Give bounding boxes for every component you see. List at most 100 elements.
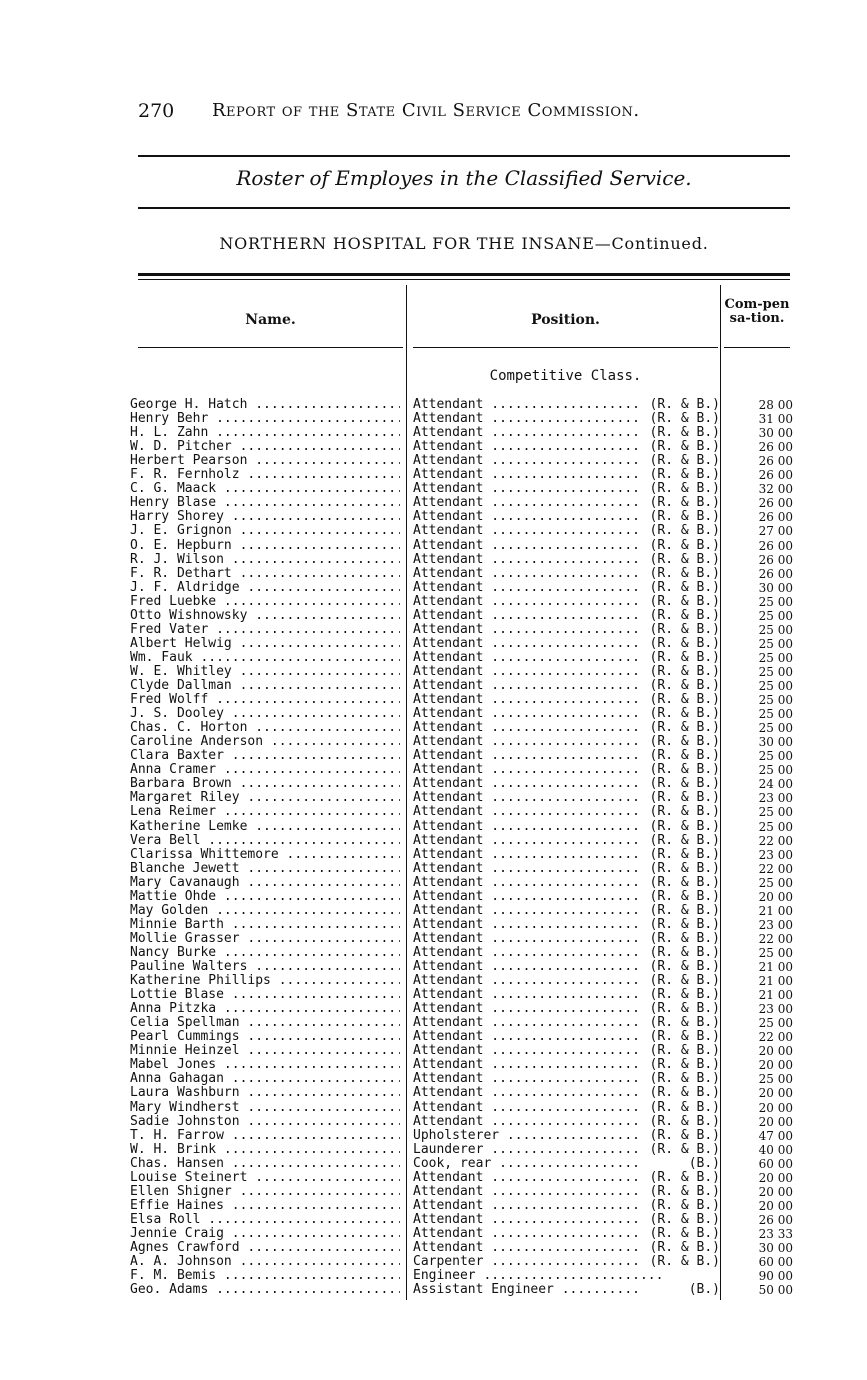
employee-name: Jennie Craig — [130, 1227, 400, 1241]
table-row: Vera Bell Attendant(R. & B.) 22 00 — [130, 833, 795, 848]
compensation: 26 00 — [758, 538, 793, 553]
table-row: H. L. Zahn Attendant(R. & B.) 30 00 — [130, 426, 795, 441]
compensation: 20 00 — [758, 1100, 793, 1115]
position: Attendant — [413, 1030, 663, 1044]
position: Attendant — [413, 524, 663, 538]
table-row: Harry Shorey Attendant(R. & B.) 26 00 — [130, 510, 795, 525]
employee-name: Fred Vater — [130, 623, 400, 637]
column-divider — [720, 285, 721, 1300]
board-status: (R. & B.) — [638, 538, 720, 553]
table-row: J. E. Grignon Attendant(R. & B.) 27 00 — [130, 524, 795, 539]
board-status: (B.) — [638, 1156, 720, 1171]
board-status: (R. & B.) — [638, 721, 720, 736]
compensation: 25 00 — [758, 664, 793, 679]
position: Attendant — [413, 510, 663, 524]
column-header-name: Name. — [245, 312, 296, 328]
table-row: Agnes Crawford Attendant(R. & B.) 30 00 — [130, 1241, 795, 1255]
table-row: Effie Haines Attendant(R. & B.) 20 00 — [130, 1198, 795, 1213]
compensation: 20 00 — [758, 1058, 793, 1073]
position: Attendant — [413, 1213, 663, 1227]
position: Attendant — [413, 440, 663, 454]
compensation: 25 00 — [758, 805, 793, 820]
table-row: Barbara Brown Attendant(R. & B.) 24 00 — [130, 777, 795, 792]
compensation: 23 33 — [758, 1226, 793, 1241]
rule — [138, 279, 790, 280]
board-status: (R. & B.) — [638, 1002, 720, 1017]
employee-name: Clyde Dallman — [130, 679, 400, 693]
compensation: 22 00 — [758, 861, 793, 876]
position: Attendant — [413, 960, 663, 974]
board-status: (R. & B.) — [638, 749, 720, 764]
board-status: (R. & B.) — [638, 889, 720, 904]
position: Attendant — [413, 862, 663, 876]
table-row: W. D. Pitcher Attendant(R. & B.) 26 00 — [130, 440, 795, 455]
employee-name: Pauline Walters — [130, 960, 400, 974]
board-status: (R. & B.) — [638, 805, 720, 820]
running-title: Report of the State Civil Service Commis… — [212, 100, 640, 121]
employee-name: Anna Gahagan — [130, 1072, 400, 1086]
employee-name: George H. Hatch — [130, 398, 400, 412]
compensation: 47 00 — [758, 1128, 793, 1143]
employee-name: Clarissa Whittemore — [130, 848, 400, 862]
board-status: (R. & B.) — [638, 1241, 720, 1255]
employee-name: Geo. Adams — [130, 1283, 400, 1297]
table-row: Fred Vater Attendant(R. & B.) 25 00 — [130, 622, 795, 637]
employee-name: Mattie Ohde — [130, 890, 400, 904]
position: Attendant — [413, 876, 663, 890]
board-status: (R. & B.) — [638, 636, 720, 651]
position: Attendant — [413, 539, 663, 553]
table-row: Louise Steinert Attendant(R. & B.) 20 00 — [130, 1170, 795, 1185]
board-status: (R. & B.) — [638, 1212, 720, 1227]
board-status: (R. & B.) — [638, 1044, 720, 1059]
employee-name: Vera Bell — [130, 834, 400, 848]
employee-name: H. L. Zahn — [130, 426, 400, 440]
position: Attendant — [413, 721, 663, 735]
employee-name: Minnie Barth — [130, 918, 400, 932]
compensation: 40 00 — [758, 1142, 793, 1157]
employee-name: Agnes Crawford — [130, 1241, 400, 1255]
table-row: R. J. Wilson Attendant(R. & B.) 26 00 — [130, 552, 795, 567]
position: Attendant — [413, 735, 663, 749]
table-row: Sadie Johnston Attendant(R. & B.) 20 00 — [130, 1114, 795, 1129]
position: Attendant — [413, 904, 663, 918]
table-row: Chas. C. Horton Attendant(R. & B.) 25 00 — [130, 721, 795, 736]
compensation: 25 00 — [758, 693, 793, 708]
table-row: Caroline Anderson Attendant(R. & B.) 30 00 — [130, 735, 795, 750]
employee-name: W. E. Whitley — [130, 665, 400, 679]
position: Attendant — [413, 1199, 663, 1213]
compensation: 25 00 — [758, 721, 793, 736]
compensation: 24 00 — [758, 777, 793, 792]
board-status: (R. & B.) — [638, 608, 720, 623]
compensation: 25 00 — [758, 650, 793, 665]
table-row: F. R. Dethart Attendant(R. & B.) 26 00 — [130, 566, 795, 581]
employee-name: Margaret Riley — [130, 791, 400, 805]
employee-name: Ellen Shigner — [130, 1185, 400, 1199]
employee-name: Harry Shorey — [130, 510, 400, 524]
board-status: (R. & B.) — [638, 482, 720, 497]
compensation: 21 00 — [758, 974, 793, 989]
rule — [724, 347, 790, 348]
compensation: 20 00 — [758, 1044, 793, 1059]
table-row: Fred Luebke Attendant(R. & B.) 25 00 — [130, 594, 795, 609]
position: Attendant — [413, 693, 663, 707]
compensation: 25 00 — [758, 594, 793, 609]
table-row: Wm. Fauk Attendant(R. & B.) 25 00 — [130, 650, 795, 665]
employee-name: Sadie Johnston — [130, 1115, 400, 1129]
employee-name: Herbert Pearson — [130, 454, 400, 468]
compensation: 23 00 — [758, 791, 793, 806]
employee-name: W. H. Brink — [130, 1143, 400, 1157]
position: Attendant — [413, 932, 663, 946]
position: Launderer — [413, 1143, 663, 1157]
position: Attendant — [413, 665, 663, 679]
position: Attendant — [413, 581, 663, 595]
table-row: J. S. Dooley Attendant(R. & B.) 25 00 — [130, 707, 795, 722]
table-row: Katherine Phillips Attendant(R. & B.) 21 0… — [130, 974, 795, 989]
board-status: (R. & B.) — [638, 931, 720, 946]
table-row: F. R. Fernholz Attendant(R. & B.) 26 00 — [130, 468, 795, 483]
position: Attendant — [413, 777, 663, 791]
position: Attendant — [413, 1072, 663, 1086]
table-row: Katherine Lemke Attendant(R. & B.) 25 00 — [130, 819, 795, 834]
position: Attendant — [413, 1185, 663, 1199]
board-status: (R. & B.) — [638, 1198, 720, 1213]
employee-name: Mollie Grasser — [130, 932, 400, 946]
